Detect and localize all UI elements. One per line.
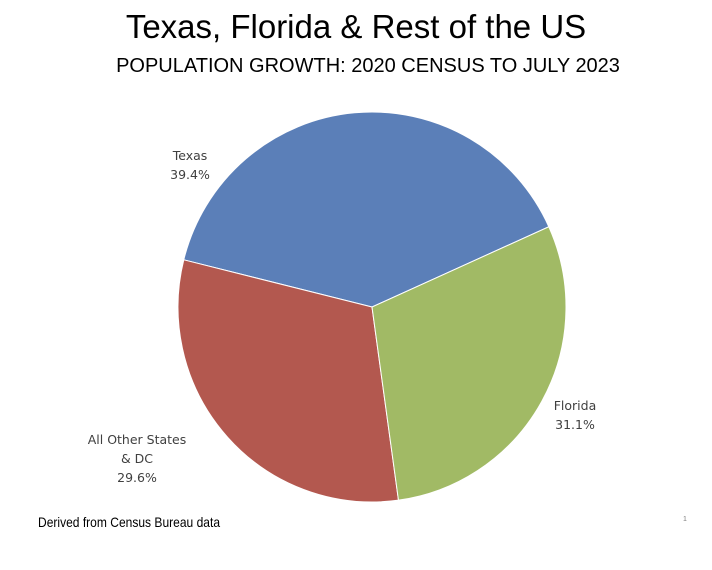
pie-slice-2 bbox=[177, 259, 400, 503]
slice-percent-label: 29.6% bbox=[117, 470, 157, 485]
slice-percent-label: 39.4% bbox=[170, 167, 210, 182]
slice-label-group-3: All Other States & DC 29.6% bbox=[88, 432, 187, 485]
slice-label-group-1: Texas 39.4% bbox=[170, 148, 210, 182]
slice-name-label: Texas bbox=[172, 148, 208, 163]
pie-slice-1 bbox=[183, 111, 550, 308]
chart-title: Texas, Florida & Rest of the US bbox=[125, 8, 587, 45]
slice-name-label: & DC bbox=[121, 451, 153, 466]
slice-name-label: All Other States bbox=[88, 432, 187, 447]
slice-label-group-2: Florida 31.1% bbox=[554, 398, 597, 432]
source-note: Derived from Census Bureau data bbox=[38, 514, 221, 530]
slice-name-label: Florida bbox=[554, 398, 597, 413]
slice-percent-label: 31.1% bbox=[555, 417, 595, 432]
page-number: 1 bbox=[683, 516, 687, 523]
chart-subtitle: POPULATION GROWTH: 2020 CENSUS TO JULY 2… bbox=[116, 55, 620, 77]
pie-slice-3 bbox=[371, 226, 567, 501]
